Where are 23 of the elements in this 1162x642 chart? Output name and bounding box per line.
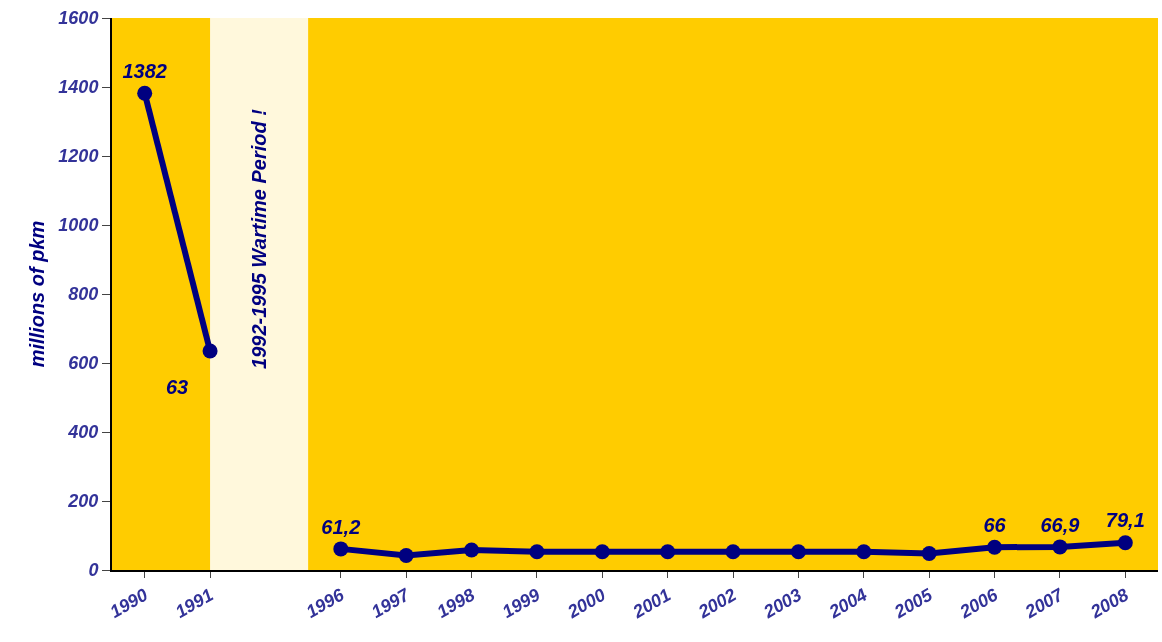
y-tick-label: 0 [88, 560, 99, 581]
band-label: 1992-1995 Wartime Period ! [248, 108, 271, 369]
data-label: 1382 [122, 59, 167, 82]
y-tick-label: 200 [67, 491, 99, 512]
y-axis-title: millions of pkm [26, 220, 49, 368]
data-label: 79,1 [1105, 509, 1145, 532]
y-tick-label: 1200 [58, 146, 99, 167]
y-tick-label: 1600 [58, 8, 99, 29]
data-label: 61,2 [321, 515, 361, 538]
x-tick-label: 1996 [302, 584, 349, 622]
x-tick-label: 1990 [106, 584, 152, 622]
y-tick-label: 400 [67, 422, 99, 443]
y-tick-label: 1400 [58, 77, 99, 98]
y-tick-label: 600 [68, 353, 99, 374]
x-tick-label: 1998 [433, 584, 479, 622]
x-tick-label: 1991 [171, 584, 217, 622]
data-label: 66,9 [1040, 513, 1081, 536]
y-tick-label: 1000 [58, 215, 99, 236]
x-tick-label: 1999 [498, 584, 544, 622]
data-label: 66 [983, 513, 1007, 536]
x-tick-label: 2001 [628, 584, 675, 623]
annotation: 63 [166, 376, 189, 398]
y-tick-label: 800 [68, 284, 99, 305]
